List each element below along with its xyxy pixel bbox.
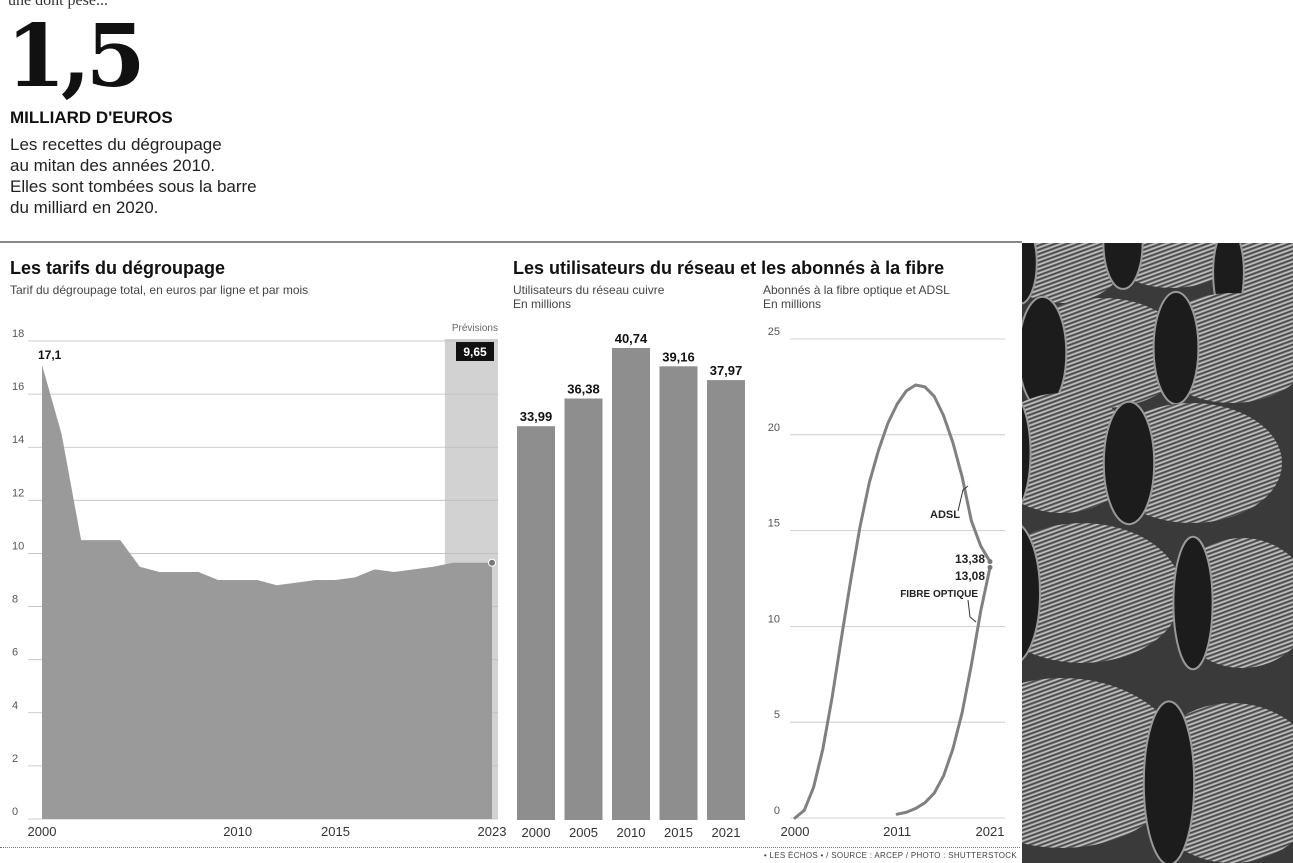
reel-body: [1022, 523, 1182, 663]
y-tick-label: 2: [12, 753, 18, 765]
reel-flange: [1022, 524, 1041, 662]
y-tick-label: 10: [768, 613, 780, 625]
reel-flange: [1172, 535, 1214, 671]
bar-value-label: 37,97: [710, 363, 743, 378]
intro-line: Les recettes du dégroupage: [10, 135, 222, 154]
bar: [612, 348, 650, 820]
bar: [564, 398, 603, 820]
bar-value-label: 40,74: [615, 331, 648, 346]
forecast-label: Prévisions: [452, 323, 498, 334]
intro-line: au mitan des années 2010.: [10, 156, 216, 175]
bar: [517, 426, 555, 820]
y-tick-label: 14: [12, 434, 24, 446]
bar-chart-subtitle: Utilisateurs du réseau cuivre En million…: [513, 283, 664, 311]
bar-chart-subtitle-line: Utilisateurs du réseau cuivre: [513, 283, 665, 297]
y-tick-label: 0: [774, 805, 780, 817]
adsl-end-point: [987, 559, 993, 565]
utilisateurs-chart-title: Les utilisateurs du réseau et les abonné…: [513, 258, 945, 278]
reel-flange: [1022, 243, 1038, 305]
y-tick-label: 5: [774, 709, 780, 721]
y-tick-label: 4: [12, 700, 18, 712]
bar-value-label: 33,99: [520, 409, 553, 424]
fibre-leader: [967, 599, 977, 623]
bar-value-label: 36,38: [567, 382, 600, 397]
tarifs-chart-subtitle: Tarif du dégroupage total, en euros par …: [10, 283, 309, 297]
x-tick-label: 2000: [781, 824, 810, 839]
y-tick-label: 15: [768, 518, 780, 530]
x-tick-label: 2023: [478, 824, 507, 839]
source-credit: • LES ÉCHOS • / SOURCE : ARCEP / PHOTO :…: [763, 851, 1017, 860]
fibre-end-point: [987, 564, 993, 570]
y-tick-label: 25: [768, 326, 780, 338]
bar-category-label: 2015: [664, 825, 693, 840]
fibre-line: [895, 565, 992, 816]
reel-flange: [1102, 400, 1156, 526]
bar-category-label: 2005: [569, 825, 598, 840]
fibre-value-label: 13,08: [955, 569, 985, 583]
bar-category-label: 2010: [617, 825, 646, 840]
y-tick-label: 10: [12, 540, 24, 552]
y-tick-label: 6: [12, 647, 18, 659]
bar-value-label: 39,16: [662, 349, 695, 364]
last-value-box: [456, 342, 494, 361]
bar: [707, 380, 745, 820]
reel-flange: [1142, 700, 1196, 863]
line-chart-subtitle-line: En millions: [763, 297, 822, 311]
last-point: [488, 558, 496, 567]
x-tick-label: 2011: [883, 824, 911, 839]
reel-flange: [1022, 401, 1032, 505]
adsl-leader: [957, 485, 969, 512]
x-tick-label: 2010: [223, 824, 252, 839]
section-divider: [0, 241, 1022, 243]
bar-category-label: 2021: [712, 825, 741, 840]
y-tick-label: 8: [12, 594, 18, 606]
fibre-label: FIBRE OPTIQUE: [900, 589, 978, 600]
x-tick-label: 2021: [976, 824, 1005, 839]
x-tick-label: 2015: [321, 824, 350, 839]
y-tick-label: 12: [12, 487, 24, 499]
reels-group: [1022, 243, 1293, 863]
key-figure-unit: MILLIARD D'EUROS: [10, 108, 173, 127]
x-tick-label: 2000: [28, 824, 57, 839]
reel-flange: [1022, 295, 1068, 411]
cut-off-text: une dont pèse...: [8, 0, 108, 9]
reel-flange: [1152, 290, 1200, 406]
reel-body: [1022, 243, 1122, 303]
line-chart-subtitle-line: Abonnés à la fibre optique et ADSL: [763, 283, 950, 297]
intro-line: Elles sont tombées sous la barre: [10, 177, 257, 196]
bar-chart-subtitle-line: En millions: [513, 297, 572, 311]
y-tick-label: 16: [12, 381, 24, 393]
tarif-area: [42, 364, 492, 819]
bar: [659, 366, 698, 820]
y-tick-label: 20: [768, 422, 780, 434]
bar-category-label: 2000: [522, 825, 551, 840]
reel-flange: [1102, 243, 1144, 290]
y-tick-label: 18: [12, 328, 24, 340]
cable-reels-photo: [1022, 243, 1293, 863]
intro-line: du milliard en 2020.: [10, 198, 159, 217]
last-value-label: 9,65: [463, 345, 487, 359]
first-value-label: 17,1: [38, 348, 62, 362]
tarifs-chart-title: Les tarifs du dégroupage: [10, 258, 226, 278]
adsl-label: ADSL: [930, 509, 960, 521]
key-figure: 1,5: [6, 6, 146, 107]
intro-text: Les recettes du dégroupage au mitan des …: [10, 134, 257, 218]
adsl-line: [793, 383, 992, 820]
adsl-value-label: 13,38: [955, 552, 985, 566]
y-tick-label: 0: [12, 806, 18, 818]
line-chart-subtitle: Abonnés à la fibre optique et ADSL En mi…: [763, 283, 950, 311]
reel-body: [1022, 678, 1182, 848]
bottom-divider: [0, 847, 1020, 848]
